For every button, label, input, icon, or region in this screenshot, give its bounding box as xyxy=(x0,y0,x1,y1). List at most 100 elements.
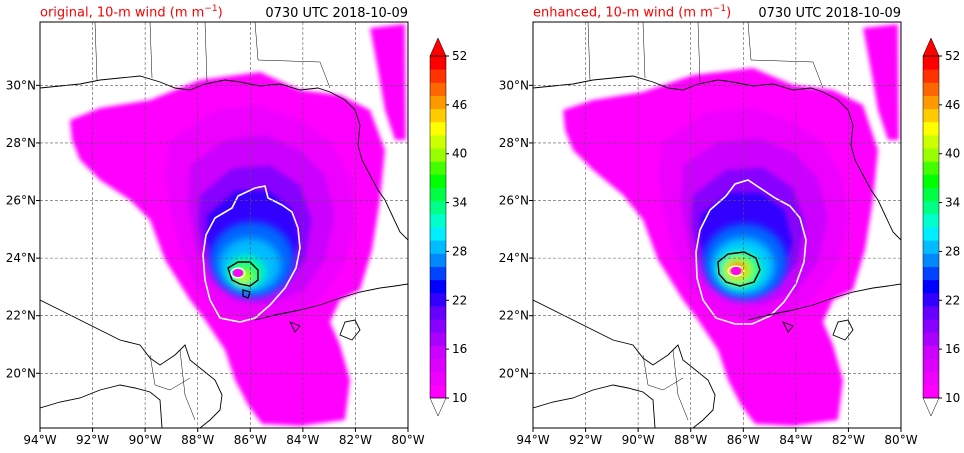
lat-tick-label: 28°N xyxy=(499,136,529,150)
colorbar-segment xyxy=(923,279,939,294)
colorbar-segment xyxy=(430,134,446,149)
lon-tick-label: 88°W xyxy=(181,433,214,447)
colorbar-segment xyxy=(430,95,446,110)
lat-tick-label: 26°N xyxy=(6,194,36,208)
colorbar-extend-min xyxy=(922,397,940,417)
colorbar-segment xyxy=(430,56,446,70)
colorbar-tick-label: 28 xyxy=(945,244,960,258)
colorbar-segment xyxy=(923,69,939,83)
colorbar-segment xyxy=(430,358,446,373)
colorbar-tick-label: 10 xyxy=(452,391,467,405)
colorbar-segment xyxy=(923,134,939,149)
colorbar-segment xyxy=(430,213,446,228)
colorbar-segment xyxy=(430,161,446,175)
lat-tick-label: 30°N xyxy=(499,78,529,92)
panel-title-original: original, 10-m wind (m m−1) xyxy=(40,4,223,21)
colorbar-segment xyxy=(430,148,446,162)
colorbar-segment xyxy=(923,292,939,307)
colorbar-segment xyxy=(430,319,446,333)
storm-eye xyxy=(731,267,741,275)
colorbar-segment xyxy=(923,345,939,360)
state-borders xyxy=(94,22,331,421)
colorbar-segment xyxy=(430,82,446,96)
colorbar-tick-label: 10 xyxy=(945,391,960,405)
wind-field xyxy=(40,22,408,428)
lon-tick-label: 82°W xyxy=(832,433,865,447)
wind-shade-10-east xyxy=(863,24,899,140)
colorbar-extend-max xyxy=(429,37,447,57)
colorbar-segment xyxy=(923,108,939,123)
colorbar-tick-label: 46 xyxy=(945,98,960,112)
colorbar-segment xyxy=(923,174,939,189)
colorbar-segment xyxy=(923,200,939,215)
lon-tick-label: 88°W xyxy=(674,433,707,447)
colorbar-segment xyxy=(923,358,939,373)
wind-shade-10-east xyxy=(370,24,406,140)
lon-tick-label: 94°W xyxy=(23,433,56,447)
colorbar-segment xyxy=(430,253,446,267)
lon-tick-label: 84°W xyxy=(779,433,812,447)
colorbar-segment xyxy=(430,187,446,202)
map-panel-original: 94°W 92°W 90°W 88°W 86°W 84°W 82°W 80°W 20°N 22°… xyxy=(6,21,467,447)
colorbar-segment xyxy=(430,69,446,83)
colorbar-segment xyxy=(923,319,939,333)
lat-tick-label: 22°N xyxy=(499,309,529,323)
colorbar-tick-label: 52 xyxy=(945,49,960,63)
graticule xyxy=(40,22,408,428)
contour-white-eye xyxy=(727,265,745,277)
lon-tick-label: 84°W xyxy=(286,433,319,447)
lat-tick-label: 20°N xyxy=(499,366,529,380)
lat-tick-label: 24°N xyxy=(6,251,36,265)
colorbar-tick-label: 34 xyxy=(945,196,960,210)
colorbar-segment xyxy=(430,305,446,320)
storm-eye xyxy=(233,269,243,277)
lat-tick-label: 26°N xyxy=(499,194,529,208)
contour-white-eye xyxy=(230,267,246,279)
colorbar-tick-label: 22 xyxy=(945,293,960,307)
colorbar-tick-label: 52 xyxy=(452,49,467,63)
colorbar-tick-label: 16 xyxy=(452,342,467,356)
colorbar-segment xyxy=(430,240,446,254)
lon-tick-label: 92°W xyxy=(76,433,109,447)
colorbar-segment xyxy=(923,227,939,241)
colorbar-original: 10 16 22 28 34 40 46 52 xyxy=(429,37,467,417)
lon-tick-label: 80°W xyxy=(884,433,917,447)
colorbar-enhanced: 10 16 22 28 34 40 46 52 xyxy=(922,37,960,417)
lon-tick-label: 82°W xyxy=(339,433,372,447)
lat-tick-label: 20°N xyxy=(6,366,36,380)
lon-tick-label: 94°W xyxy=(516,433,549,447)
colorbar-segment xyxy=(923,253,939,267)
colorbar-segment xyxy=(923,148,939,162)
colorbar-segment xyxy=(923,187,939,202)
lat-tick-label: 22°N xyxy=(6,309,36,323)
colorbar-tick-label: 40 xyxy=(452,147,467,161)
colorbar-segment xyxy=(923,332,939,346)
colorbar-segment xyxy=(923,161,939,175)
lat-axis: 20°N 22°N 24°N 26°N 28°N 30°N xyxy=(499,78,533,380)
lon-tick-label: 90°W xyxy=(622,433,655,447)
colorbar-frame xyxy=(922,55,940,399)
colorbar-segment xyxy=(430,384,446,399)
colorbar-segment xyxy=(430,227,446,241)
colorbar-segment xyxy=(923,56,939,70)
colorbar-segment xyxy=(430,279,446,294)
lat-tick-label: 28°N xyxy=(6,136,36,150)
colorbar-segment xyxy=(923,305,939,320)
map-frame xyxy=(532,21,902,429)
lon-axis: 94°W 92°W 90°W 88°W 86°W 84°W 82°W 80°W xyxy=(23,428,425,447)
colorbar-segment xyxy=(430,174,446,189)
coastlines xyxy=(533,75,901,428)
colorbar-tick-label: 22 xyxy=(452,293,467,307)
map-frame xyxy=(39,21,409,429)
colorbar-frame xyxy=(429,55,447,399)
colorbar-tick-label: 40 xyxy=(945,147,960,161)
colorbar-segment xyxy=(430,121,446,136)
colorbar-tick-label: 16 xyxy=(945,342,960,356)
lat-tick-label: 24°N xyxy=(499,251,529,265)
colorbar-segment xyxy=(430,345,446,360)
wind-field xyxy=(533,22,901,428)
colorbar-segment xyxy=(923,213,939,228)
lon-tick-label: 86°W xyxy=(727,433,760,447)
lat-tick-label: 30°N xyxy=(6,78,36,92)
